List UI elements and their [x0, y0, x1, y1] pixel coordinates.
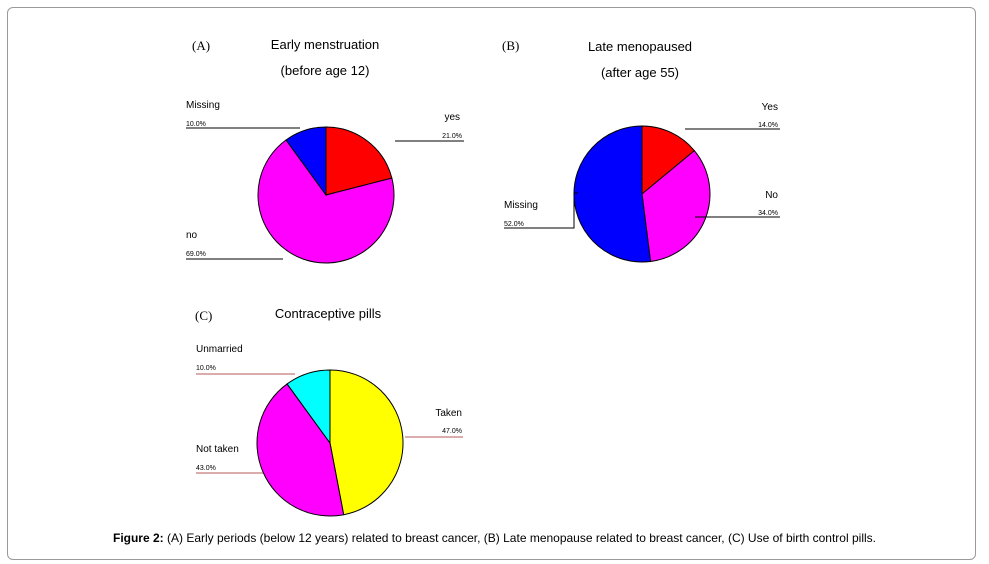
label-c-not-taken: Not taken [196, 444, 239, 455]
pie-slice-yes [325, 126, 393, 196]
figure-frame [7, 7, 976, 560]
panel-b: (B) Late menopaused (after age 55) Yes 1… [502, 38, 780, 263]
panel-a-subtitle: (before age 12) [281, 63, 370, 78]
caption-text: (A) Early periods (below 12 years) relat… [163, 531, 876, 545]
pct-a-no: 69.0% [186, 251, 206, 258]
pie-c [256, 369, 404, 517]
pie-slice-no [257, 139, 395, 264]
panel-a: (A) Early menstruation (before age 12) y… [186, 37, 464, 264]
pct-a-missing: 10.0% [186, 121, 206, 128]
label-b-missing: Missing [504, 200, 538, 211]
pie-a [257, 126, 395, 264]
panel-a-letter: (A) [192, 38, 210, 53]
pie-slice-taken [329, 369, 404, 516]
pct-c-unmarried: 10.0% [196, 365, 216, 372]
panel-b-title: Late menopaused [588, 39, 692, 54]
pie-slice-missing [285, 126, 327, 197]
panel-a-title: Early menstruation [271, 37, 379, 52]
panel-c-letter: (C) [195, 308, 212, 323]
pie-slice-missing [573, 125, 652, 263]
pct-c-taken: 47.0% [442, 428, 462, 435]
leader-b-missing [504, 192, 578, 229]
label-a-yes: yes [444, 112, 460, 123]
label-b-yes: Yes [762, 102, 778, 113]
pct-b-yes: 14.0% [758, 122, 778, 129]
pie-slice-unmarried [286, 369, 331, 445]
panel-b-letter: (B) [502, 38, 519, 53]
label-c-taken: Taken [435, 408, 462, 419]
label-a-no: no [186, 230, 198, 241]
pct-b-no: 34.0% [758, 210, 778, 217]
caption-label: Figure 2: [112, 531, 164, 545]
panel-c: (C) Contraceptive pills Unmarried 10.0% … [195, 306, 463, 517]
label-c-unmarried: Unmarried [196, 344, 243, 355]
pie-b [573, 125, 711, 263]
figure-caption: Figure 2: (A) Early periods (below 12 ye… [0, 531, 989, 545]
pct-b-missing: 52.0% [504, 221, 524, 228]
panel-c-title: Contraceptive pills [275, 306, 382, 321]
pct-a-yes: 21.0% [442, 133, 462, 140]
panel-b-subtitle: (after age 55) [601, 65, 679, 80]
pie-slice-not-taken [256, 383, 345, 517]
label-a-missing: Missing [186, 100, 220, 111]
pie-slice-yes [641, 125, 696, 196]
label-b-no: No [765, 190, 778, 201]
pie-slice-no [641, 149, 711, 263]
pct-c-not-taken: 43.0% [196, 465, 216, 472]
